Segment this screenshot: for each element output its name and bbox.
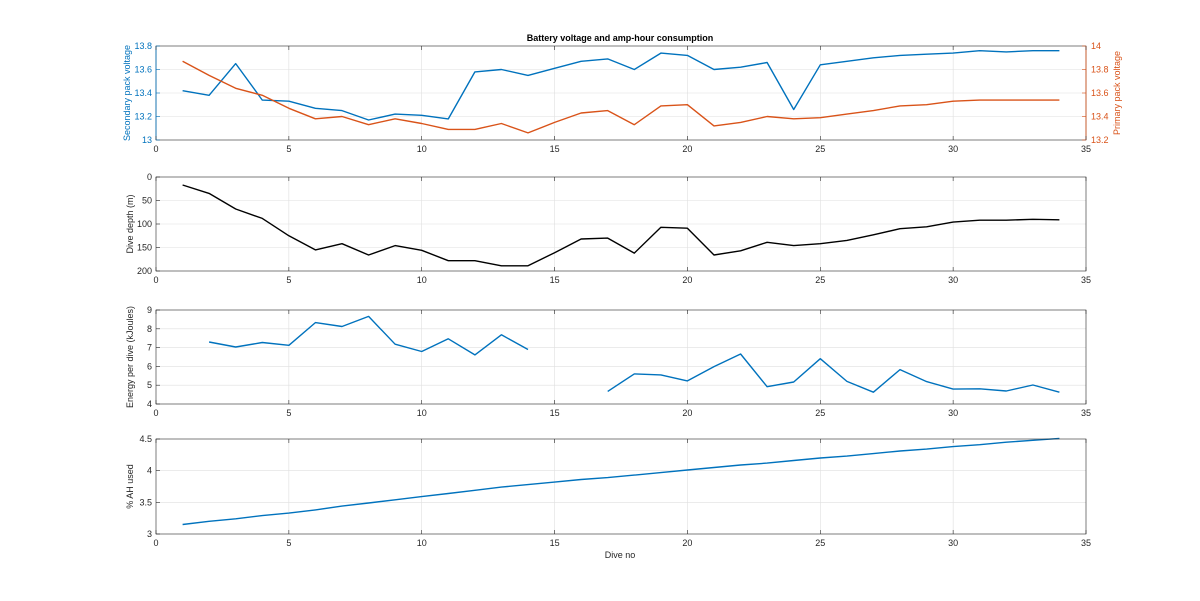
x-tick-label: 30 xyxy=(948,275,958,285)
series-line-2 xyxy=(182,60,1060,134)
panel-3: 0 5 10 15 20 25 30 35 4 5 6 7 8 9 Energy per dive (kJo… xyxy=(125,305,1091,418)
axes-box xyxy=(155,309,1087,405)
x-tick-label: 10 xyxy=(417,408,427,418)
x-tick-label: 5 xyxy=(286,144,291,154)
x-tick-label: 25 xyxy=(815,408,825,418)
y-tick-label: 13.2 xyxy=(134,112,152,122)
x-tick-label: 20 xyxy=(682,144,692,154)
chart-title: Battery voltage and amp-hour consumption xyxy=(527,33,714,43)
x-tick-label: 30 xyxy=(948,144,958,154)
series-line-1 xyxy=(182,50,1060,121)
x-tick-label: 15 xyxy=(550,144,560,154)
right-y-tick-label: 13.8 xyxy=(1091,65,1109,75)
x-tick-label: 5 xyxy=(286,275,291,285)
y-tick-label: 100 xyxy=(137,219,152,229)
y-tick-label: 4.5 xyxy=(139,434,152,444)
y-tick-label: 13.6 xyxy=(134,65,152,75)
y-tick-label: 5 xyxy=(147,380,152,390)
right-y-tick-label: 13.2 xyxy=(1091,135,1109,145)
x-tick-label: 20 xyxy=(682,538,692,548)
y-axis-label: % AH used xyxy=(125,464,135,509)
y-tick-label: 7 xyxy=(147,343,152,353)
x-tick-label: 35 xyxy=(1081,538,1091,548)
x-tick-label: 35 xyxy=(1081,275,1091,285)
x-tick-label: 35 xyxy=(1081,408,1091,418)
panel-2: 0 5 10 15 20 25 30 35 0 50 100 150 200 Dive depth (m) xyxy=(125,172,1091,285)
x-tick-label: 30 xyxy=(948,408,958,418)
x-tick-label: 10 xyxy=(417,538,427,548)
y-tick-label: 13.8 xyxy=(134,41,152,51)
series-line-1-segment-1 xyxy=(208,315,529,356)
x-tick-label: 10 xyxy=(417,144,427,154)
x-tick-label: 0 xyxy=(153,538,158,548)
y-tick-label: 9 xyxy=(147,305,152,315)
x-tick-label: 20 xyxy=(682,408,692,418)
right-y-tick-label: 13.4 xyxy=(1091,112,1109,122)
right-y-axis-label: Primary pack voltage xyxy=(1112,51,1122,135)
y-tick-label: 6 xyxy=(147,361,152,371)
y-tick-label: 50 xyxy=(142,196,152,206)
panel-4: 0 5 10 15 20 25 30 35 3 3.5 4 4.5 % AH used xyxy=(125,434,1091,548)
x-tick-label: 0 xyxy=(153,275,158,285)
y-axis-label: Secondary pack voltage xyxy=(122,45,132,141)
x-tick-label: 35 xyxy=(1081,144,1091,154)
x-tick-label: 25 xyxy=(815,538,825,548)
y-tick-label: 200 xyxy=(137,266,152,276)
y-tick-label: 4 xyxy=(147,466,152,476)
y-axis-label: Dive depth (m) xyxy=(125,194,135,253)
y-tick-label: 3 xyxy=(147,529,152,539)
x-tick-label: 25 xyxy=(815,275,825,285)
x-tick-label: 15 xyxy=(550,408,560,418)
right-y-tick-label: 14 xyxy=(1091,41,1101,51)
series-line-1 xyxy=(182,184,1060,267)
x-tick-label: 30 xyxy=(948,538,958,548)
x-tick-label: 5 xyxy=(286,538,291,548)
x-tick-label: 25 xyxy=(815,144,825,154)
y-tick-label: 4 xyxy=(147,399,152,409)
y-tick-label: 13 xyxy=(142,135,152,145)
panels: 0 5 10 15 20 25 30 351313.213.413.613.813.213.4… xyxy=(122,41,1122,548)
x-axis-label: Dive no xyxy=(605,550,636,560)
series-line-1 xyxy=(182,437,1060,526)
x-tick-label: 10 xyxy=(417,275,427,285)
right-y-tick-label: 13.6 xyxy=(1091,88,1109,98)
x-tick-label: 0 xyxy=(153,144,158,154)
y-tick-label: 0 xyxy=(147,172,152,182)
y-axis-label: Energy per dive (kJoules) xyxy=(125,306,135,408)
x-tick-label: 15 xyxy=(550,275,560,285)
y-tick-label: 13.4 xyxy=(134,88,152,98)
x-tick-label: 5 xyxy=(286,408,291,418)
panel-1: 0 5 10 15 20 25 30 35 13 13.2 13.4 13.6 13.8 13.2 13.4… xyxy=(122,41,1122,154)
x-tick-label: 20 xyxy=(682,275,692,285)
x-tick-label: 0 xyxy=(153,408,158,418)
y-tick-label: 150 xyxy=(137,243,152,253)
x-tick-label: 15 xyxy=(550,538,560,548)
y-tick-label: 8 xyxy=(147,324,152,334)
series-line-1-segment-2 xyxy=(607,353,1060,393)
y-tick-label: 3.5 xyxy=(139,497,152,507)
axes-box xyxy=(155,438,1087,535)
